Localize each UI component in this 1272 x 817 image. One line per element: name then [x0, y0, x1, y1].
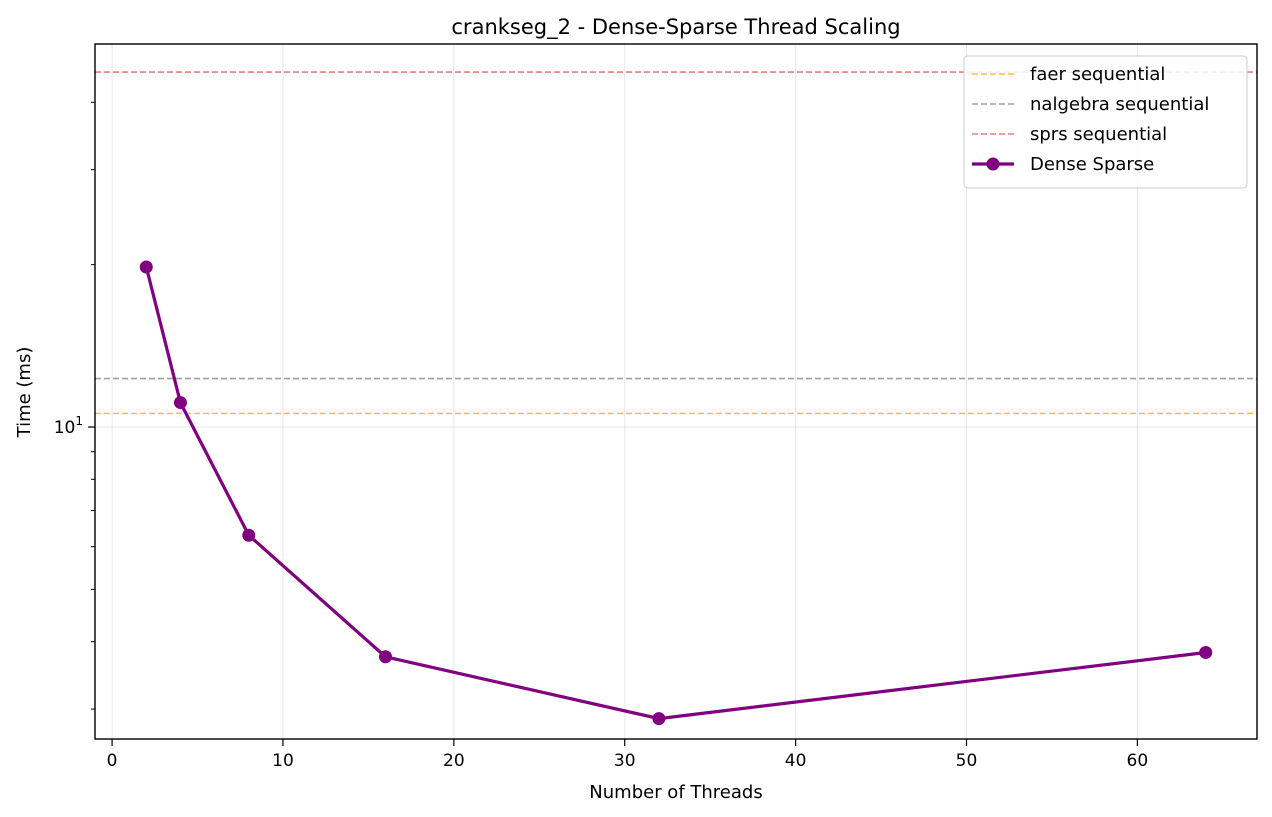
x-tick-label: 50	[956, 751, 978, 771]
legend: faer sequential nalgebra sequential sprs s…	[963, 55, 1248, 189]
x-axis: 0 10 20 30 40 50 60	[107, 739, 1149, 771]
y-axis-label: Time (ms)	[14, 347, 35, 439]
x-tick-label: 10	[272, 751, 294, 771]
x-axis-label: Number of Threads	[589, 782, 762, 803]
plot-frame	[94, 43, 1258, 740]
x-tick-label: 30	[614, 751, 636, 771]
x-tick-label: 60	[1127, 751, 1149, 771]
legend-label: nalgebra sequential	[1030, 94, 1209, 115]
data-point	[1199, 645, 1213, 659]
data-point	[173, 396, 187, 410]
legend-label: sprs sequential	[1030, 124, 1167, 145]
data-point	[379, 650, 392, 664]
data-point	[242, 528, 256, 542]
y-axis: 101	[54, 101, 95, 710]
data-point	[139, 260, 153, 274]
legend-label: faer sequential	[1030, 64, 1165, 85]
series-layer	[139, 260, 1213, 726]
x-tick-label: 40	[785, 751, 807, 771]
y-tick-label: 101	[54, 414, 83, 438]
chart-title: crankseg_2 - Dense-Sparse Thread Scaling	[451, 15, 900, 40]
series-line	[144, 266, 1206, 721]
x-tick-label: 20	[443, 751, 465, 771]
legend-marker	[986, 157, 1000, 171]
x-tick-label: 0	[107, 751, 118, 771]
data-point	[652, 712, 666, 726]
legend-label: Dense Sparse	[1030, 154, 1154, 175]
legend-box	[963, 55, 1248, 189]
